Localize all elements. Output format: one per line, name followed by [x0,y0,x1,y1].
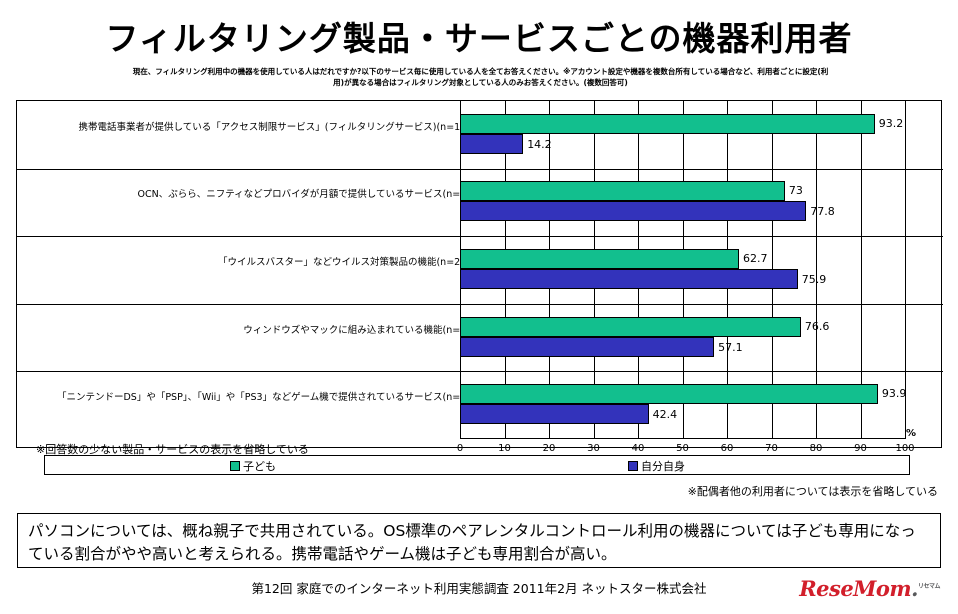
question-line-1: 現在、フィルタリング利用中の機器を使用している人はだれですか?以下のサービス毎に… [132,67,829,76]
page-title: フィルタリング製品・サービスごとの機器利用者 [105,19,853,58]
bar-value-kids: 62.7 [743,252,768,265]
question-line-2: 用)が異なる場合はフィルタリング対象としている人のみお答えください。(複数回答可… [333,78,628,87]
bar-value-self: 75.9 [801,273,827,286]
bar-self [460,269,798,289]
x-tick-label: 100 [895,443,915,454]
bar-value-kids: 73 [788,184,803,198]
bar-self [460,404,649,425]
note-omitted-low-n: ※回答数の少ない製品・サービスの表示を省略している [36,443,309,456]
category-label: 「ニンテンドーDS」や「PSP」、「Wii」や「PS3」などゲーム機で提供されて… [56,392,476,404]
bar-value-kids: 93.9 [881,387,907,401]
row-separator [17,371,943,373]
row-separator [17,236,943,238]
x-tick-label: 10 [498,443,511,454]
category-label: ウィンドウズやマックに組み込まれている機能(n=77) [243,324,476,336]
legend-label-kids: 子ども [243,460,276,473]
gridline [816,101,817,439]
x-tick-label: 80 [809,443,823,454]
logo-text-primary: ReseMom [799,576,912,601]
legend-item-kids: 子ども [230,458,276,474]
x-tick-label: 40 [631,443,645,454]
bar-kids [460,249,739,269]
bar-kids [460,113,875,134]
bar-kids [460,316,801,337]
legend-item-self: 自分自身 [628,458,685,474]
x-axis-line [460,438,905,439]
resemom-logo: ReseMom.リセマム [799,576,940,601]
gridline [860,101,862,439]
bar-value-self: 14.2 [527,137,552,151]
category-label: 「ウイルスバスター」などウイルス対策製品の機能(n=228) [217,257,476,268]
legend: 子ども 自分自身 [44,455,910,475]
commentary-box: パソコンについては、概ね親子で共用されている。OS標準のペアレンタルコントロール… [17,513,941,568]
bar-kids [460,384,878,405]
bar-kids [460,181,785,202]
legend-label-self: 自分自身 [641,460,685,473]
x-tick-label: 90 [854,443,867,454]
legend-swatch-kids-icon [230,461,240,471]
row-separator [17,168,943,170]
x-tick-label: 20 [542,443,556,454]
logo-tm-text: リセマム [917,583,941,590]
x-tick-label: 60 [720,443,734,454]
x-tick-label: 50 [676,443,689,454]
bar-self [460,133,524,154]
x-tick-label: 30 [587,443,600,454]
bar-value-kids: 93.2 [878,116,904,130]
bar-self [460,336,715,357]
bar-value-kids: 76.6 [804,319,830,333]
logo-text-dot: . [911,576,918,601]
gridline [905,101,906,439]
question-text: 現在、フィルタリング利用中の機器を使用している人はだれですか?以下のサービス毎に… [108,66,853,88]
category-label: OCN、ぷらら、ニフティなどプロバイダが月額で提供しているサービス(n=63) [137,189,476,201]
bar-value-self: 77.8 [810,205,835,219]
x-tick-label: 0 [456,443,464,454]
bar-self [460,201,807,222]
note-omitted-spouse: ※配偶者他の利用者については表示を省略している [687,485,938,498]
footer-source: 第12回 家庭でのインターネット利用実態調査 2011年2月 ネットスター株式会… [251,581,707,596]
legend-swatch-self-icon [628,461,638,471]
category-label: 携帯電話事業者が提供している「アクセス制限サービス」(フィルタリングサービス)(… [78,121,477,133]
x-tick-label: 70 [765,443,778,454]
row-separator [17,303,943,305]
axis-unit-label: % [906,428,917,439]
bar-value-self: 57.1 [718,340,743,354]
bar-value-self: 42.4 [652,408,678,422]
